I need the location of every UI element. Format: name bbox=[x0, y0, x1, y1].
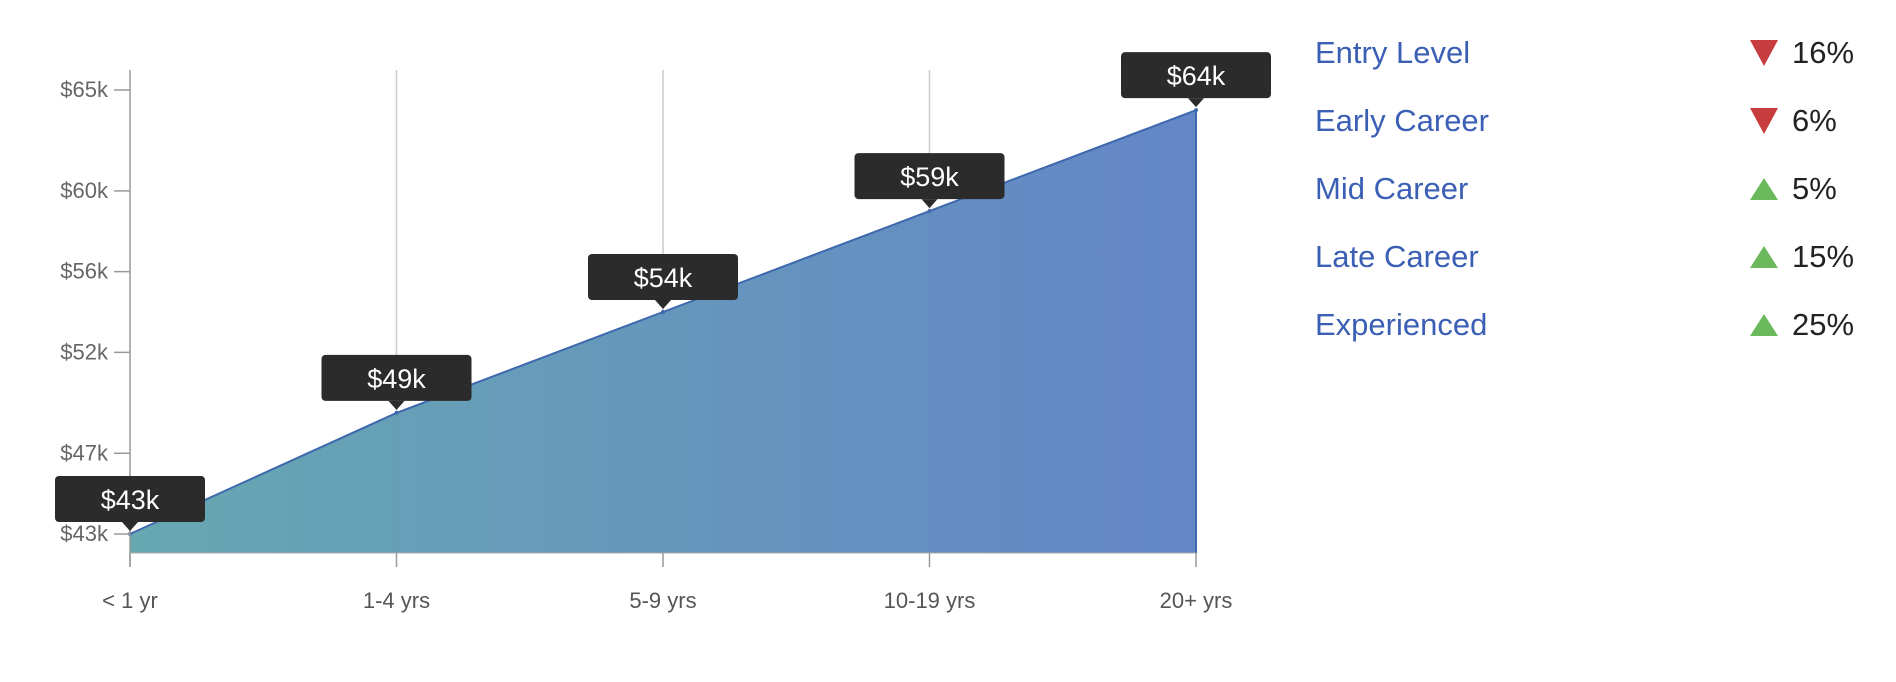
y-tick-label: $52k bbox=[60, 339, 109, 364]
axes: $43k $47k $52k $56k $60k $65k < 1 yr 1-4 yrs 5-9… bbox=[60, 70, 1232, 613]
y-tick-label: $60k bbox=[60, 178, 109, 203]
legend-item[interactable]: Early Career 6% bbox=[1315, 98, 1875, 166]
data-label-text: $54k bbox=[634, 263, 693, 293]
legend-label[interactable]: Experienced bbox=[1315, 307, 1488, 342]
data-labels: $43k $49k $54k $59k $64k bbox=[55, 52, 1271, 531]
legend-percent: 15% bbox=[1792, 239, 1855, 274]
data-label-text: $64k bbox=[1167, 61, 1226, 91]
arrow-down-icon bbox=[1750, 108, 1778, 134]
data-label-text: $49k bbox=[367, 364, 426, 394]
y-tick-label: $65k bbox=[60, 77, 109, 102]
chart-canvas: $43k $47k $52k $56k $60k $65k < 1 yr 1-4 yrs 5-9… bbox=[55, 52, 1271, 613]
salary-chart: $43k $47k $52k $56k $60k $65k < 1 yr 1-4 yrs 5-9… bbox=[55, 52, 1271, 613]
data-label: $43k bbox=[55, 476, 205, 531]
x-tick-label: 10-19 yrs bbox=[884, 588, 976, 613]
x-tick-label: 1-4 yrs bbox=[363, 588, 430, 613]
arrow-up-icon bbox=[1750, 314, 1778, 336]
y-tick-label: $43k bbox=[60, 521, 109, 546]
legend-item[interactable]: Late Career 15% bbox=[1315, 234, 1875, 302]
data-point[interactable] bbox=[394, 410, 399, 415]
legend-item[interactable]: Mid Career 5% bbox=[1315, 166, 1875, 234]
legend-item[interactable]: Experienced 25% bbox=[1315, 302, 1875, 370]
data-label: $49k bbox=[321, 354, 472, 410]
data-label-text: $59k bbox=[900, 162, 959, 192]
legend-label[interactable]: Mid Career bbox=[1315, 171, 1469, 206]
data-label: $64k bbox=[1121, 52, 1271, 108]
x-tick-label: 20+ yrs bbox=[1160, 588, 1233, 613]
x-tick-label: < 1 yr bbox=[102, 588, 158, 613]
legend-item[interactable]: Entry Level 16% bbox=[1315, 30, 1875, 98]
data-point[interactable] bbox=[661, 310, 665, 314]
arrow-down-icon bbox=[1750, 40, 1778, 66]
legend-percent: 5% bbox=[1792, 171, 1837, 206]
x-tick-label: 5-9 yrs bbox=[629, 588, 696, 613]
area-line bbox=[129, 108, 1197, 553]
y-tick-label: $47k bbox=[60, 440, 109, 465]
area-fill bbox=[130, 110, 1196, 553]
data-point[interactable] bbox=[927, 209, 932, 214]
data-label-text: $43k bbox=[101, 485, 160, 515]
arrow-up-icon bbox=[1750, 178, 1778, 200]
y-tick-label: $56k bbox=[60, 259, 109, 284]
legend-label[interactable]: Early Career bbox=[1315, 103, 1489, 138]
legend-label[interactable]: Late Career bbox=[1315, 239, 1479, 274]
arrow-up-icon bbox=[1750, 246, 1778, 268]
legend-percent: 16% bbox=[1792, 35, 1855, 70]
data-point[interactable] bbox=[1194, 108, 1198, 113]
legend-change: 16% bbox=[1750, 30, 1854, 76]
legend-change: 15% bbox=[1750, 234, 1854, 280]
legend-change: 6% bbox=[1750, 98, 1837, 144]
legend-percent: 6% bbox=[1792, 103, 1837, 138]
data-label: $54k bbox=[588, 254, 738, 309]
legend-percent: 25% bbox=[1792, 307, 1855, 342]
data-label: $59k bbox=[854, 153, 1005, 209]
legend-change: 5% bbox=[1750, 166, 1837, 212]
legend-label[interactable]: Entry Level bbox=[1315, 35, 1471, 70]
legend-change: 25% bbox=[1750, 302, 1854, 348]
legend: Entry Level 16% Early Career 6% Mid Career 5%… bbox=[1315, 30, 1875, 370]
area-series bbox=[128, 108, 1198, 553]
